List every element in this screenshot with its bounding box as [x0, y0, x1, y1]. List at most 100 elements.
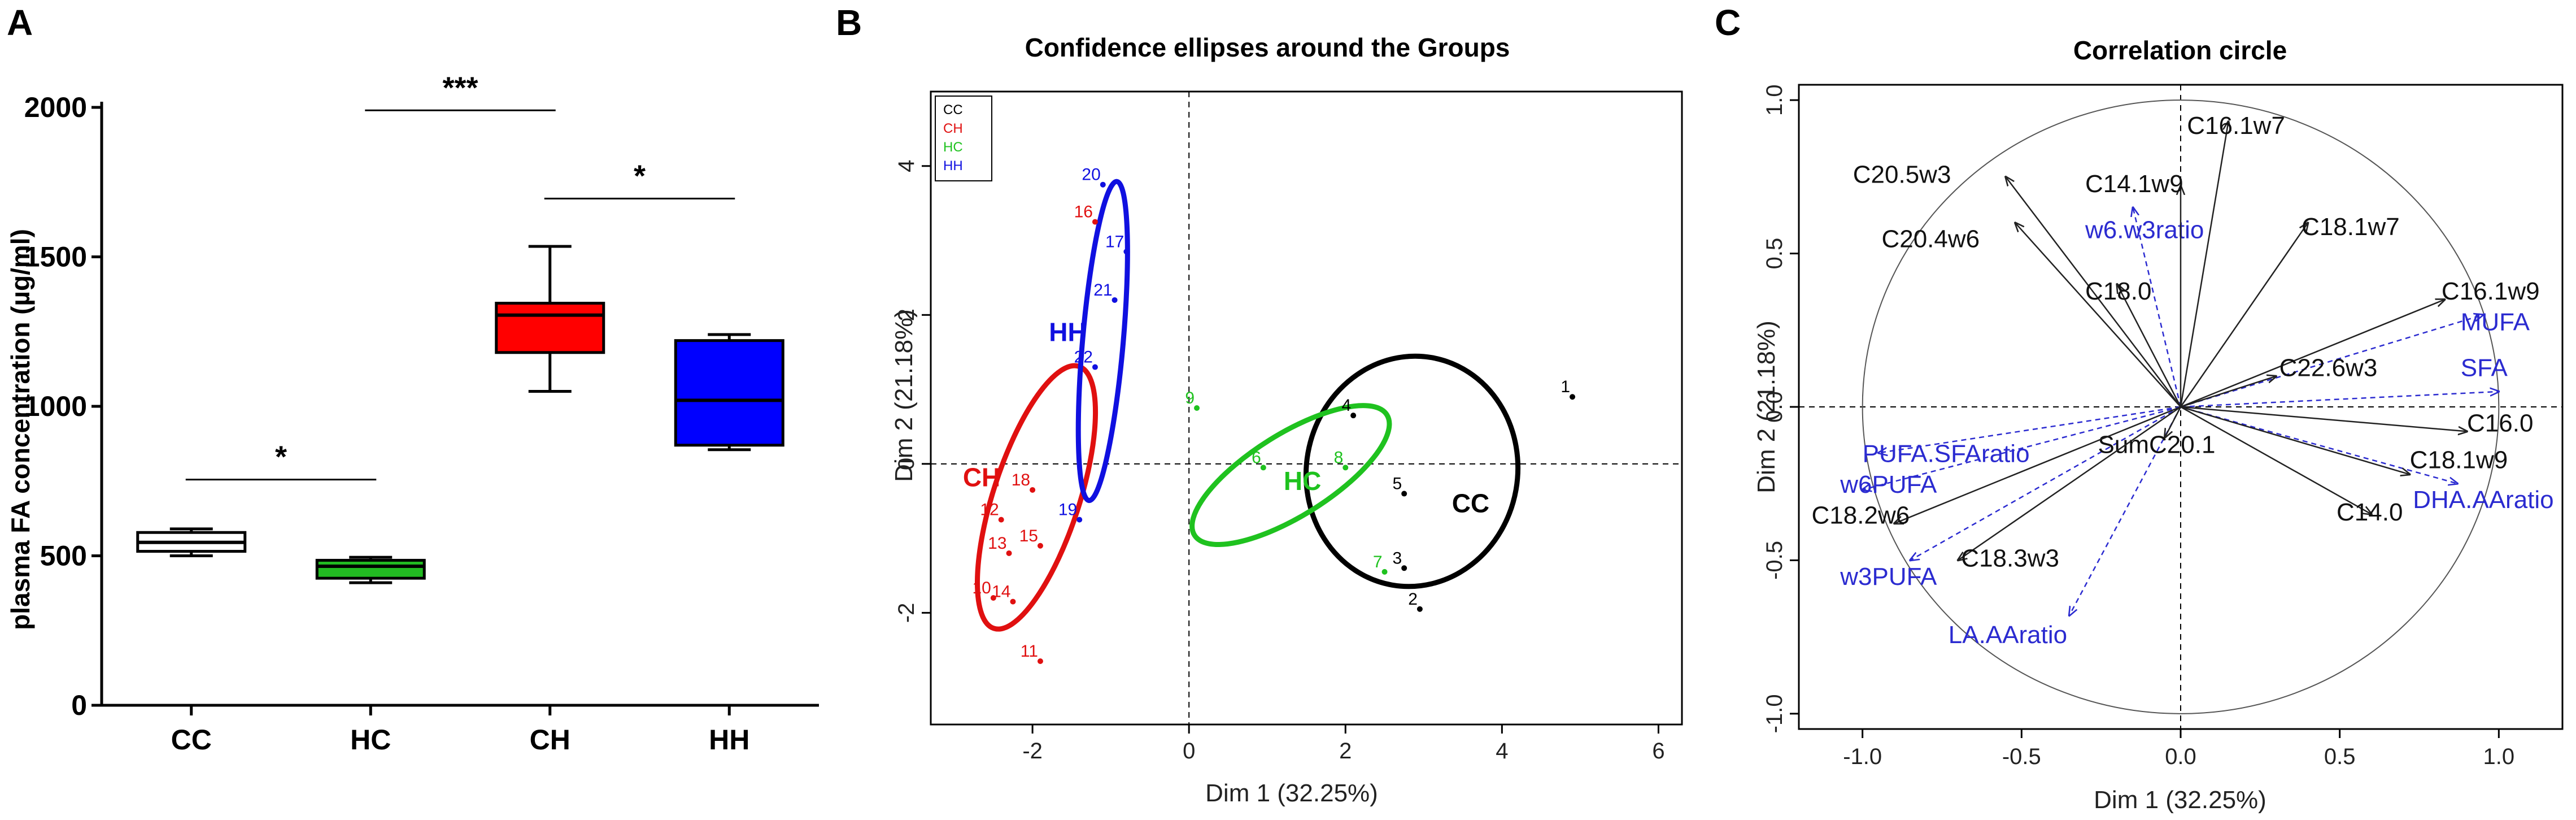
variable-vector	[2180, 223, 2308, 407]
supplementary-vector	[1863, 406, 2181, 490]
x-tick-label: -2	[1022, 739, 1043, 763]
group-label-ch: CH	[963, 462, 1000, 492]
point-label: 11	[1021, 642, 1038, 661]
variable-label: C16.1w7	[2187, 112, 2285, 140]
x-tick-label: -0.5	[2002, 744, 2041, 769]
group-label-hh: HH	[1049, 317, 1086, 346]
y-tick-label: 4	[894, 160, 919, 172]
x-tick-label: CH	[530, 724, 570, 756]
point-label: 16	[1074, 203, 1093, 222]
point-label: 20	[1082, 166, 1100, 184]
variable-label: C18.3w3	[1961, 544, 2059, 572]
y-tick-label: 1.0	[1762, 84, 1787, 116]
data-point	[1416, 606, 1423, 612]
confidence-ellipse-cc	[1303, 353, 1521, 589]
data-point	[1112, 297, 1118, 303]
x-tick-label: 4	[1496, 739, 1508, 763]
x-tick-label: 0.5	[2324, 744, 2356, 769]
y-tick-label: 0	[71, 689, 87, 721]
panel-a: A plasma FA concentration (µg/ml) 0 500 10…	[0, 0, 836, 820]
supplementary-variable-label: SFA	[2461, 354, 2508, 382]
panel-b: B Confidence ellipses around the Groups …	[836, 0, 1706, 820]
x-tick-label: 2	[1339, 739, 1352, 763]
significance-label: ***	[442, 71, 478, 105]
supplementary-variable-label: w6.w3ratio	[2085, 216, 2204, 244]
box-hh	[674, 339, 784, 447]
y-tick-label: 0.0	[1762, 391, 1787, 423]
box-hc	[315, 558, 426, 580]
data-point	[1030, 487, 1036, 493]
point-label: 10	[972, 579, 991, 597]
x-tick-label: 0	[1183, 739, 1195, 763]
data-point	[1037, 543, 1043, 549]
legend-entry-ch: CH	[943, 121, 963, 136]
box-ch	[495, 301, 605, 354]
supplementary-variable-label: DHA.AAratio	[2413, 486, 2553, 514]
supplementary-vector	[2069, 406, 2182, 615]
x-tick-label: CC	[171, 724, 212, 756]
supplementary-vector	[1878, 406, 2181, 453]
point-label: 21	[1093, 281, 1112, 300]
significance-label: *	[275, 440, 287, 474]
point-label: 14	[992, 583, 1010, 601]
point-label: 15	[1019, 527, 1038, 545]
confidence-ellipse-hc	[1189, 403, 1392, 548]
supplementary-vector	[2180, 392, 2499, 408]
variable-vector	[2015, 223, 2181, 407]
x-tick-label: HH	[709, 724, 749, 756]
variable-label: C16.0	[2467, 409, 2533, 437]
data-point	[1100, 181, 1106, 188]
x-tick-label: 0.0	[2165, 744, 2196, 769]
data-point	[1343, 465, 1349, 471]
variable-label: C14.1w9	[2085, 170, 2183, 198]
point-label: 3	[1392, 549, 1402, 567]
supplementary-variable-label: w3PUFA	[1840, 563, 1937, 591]
y-tick-label: 2000	[24, 92, 87, 123]
data-point	[998, 517, 1004, 523]
data-point	[1092, 364, 1098, 370]
y-tick-label: -2	[894, 603, 919, 623]
correlation-circle-plot: C Correlation circle Dim 1 (32.25%) Dim …	[1715, 2, 2564, 814]
point-label: 22	[1074, 348, 1093, 367]
variable-vector	[1894, 406, 2181, 523]
group-label-cc: CC	[1452, 488, 1489, 518]
variable-vector	[1958, 406, 2181, 560]
data-point	[1010, 598, 1016, 605]
y-tick-label: 0.5	[1762, 238, 1787, 270]
chart-title: Correlation circle	[2073, 36, 2287, 65]
point-label: 5	[1392, 475, 1402, 493]
legend-box	[935, 96, 992, 181]
y-tick-label: -1.0	[1762, 694, 1787, 733]
point-label: 13	[988, 534, 1006, 553]
point-label: 18	[1012, 471, 1030, 489]
chart-title: Confidence ellipses around the Groups	[1025, 33, 1510, 62]
variable-label: C16.1w9	[2442, 277, 2540, 305]
variable-label: C18.1w9	[2410, 446, 2508, 474]
panel-letter-a: A	[7, 2, 33, 43]
variable-vector	[2180, 406, 2372, 514]
variable-vector	[2180, 406, 2410, 474]
x-tick-label: 6	[1652, 739, 1664, 763]
legend-entry-hh: HH	[943, 158, 963, 173]
point-label: 1	[1561, 378, 1570, 396]
variable-label: C18.2w6	[1812, 501, 1910, 529]
data-point	[1194, 405, 1200, 411]
data-point	[990, 595, 996, 601]
data-point	[1092, 219, 1098, 225]
variable-label: C14.0	[2337, 498, 2403, 526]
data-point	[1260, 465, 1266, 471]
variable-vector	[2180, 406, 2467, 431]
legend-entry-hc: HC	[943, 140, 963, 155]
x-tick-label: -1.0	[1843, 744, 1882, 769]
y-axis-label: plasma FA concentration (µg/ml)	[6, 229, 35, 630]
y-tick-label: 0	[894, 458, 919, 470]
group-label-hc: HC	[1284, 466, 1321, 496]
y-tick-label: 500	[40, 540, 87, 572]
point-label: 19	[1058, 501, 1077, 519]
y-tick-label: 1500	[24, 241, 87, 273]
variable-label: C20.4w6	[1881, 225, 1980, 253]
y-tick-label: -0.5	[1762, 541, 1787, 580]
variable-vector	[2006, 177, 2181, 407]
data-point	[1123, 249, 1130, 255]
